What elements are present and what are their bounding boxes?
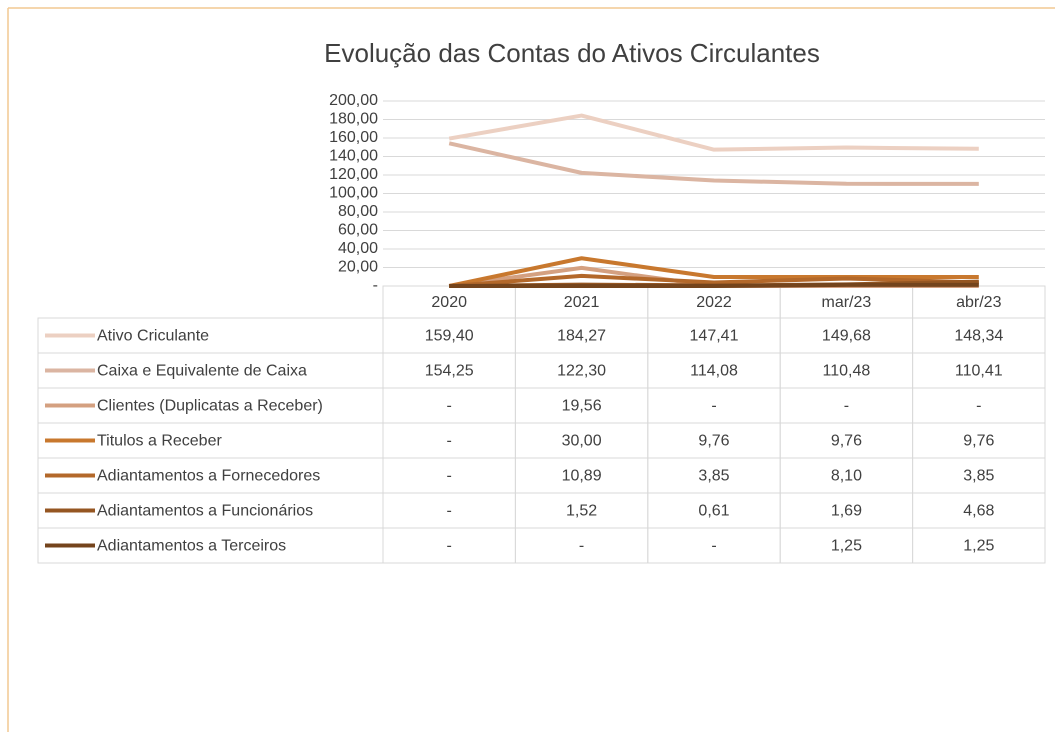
value-label: 1,69 (831, 503, 862, 520)
value-label: 9,76 (698, 433, 729, 450)
value-label: - (711, 538, 716, 555)
value-label: 110,48 (823, 363, 871, 380)
value-label: 9,76 (831, 433, 862, 450)
series-line (449, 282, 979, 288)
legend-label: Adiantamentos a Fornecedores (97, 468, 320, 485)
series-line (448, 256, 979, 288)
value-label: 154,25 (425, 363, 474, 380)
legend-label: Titulos a Receber (97, 433, 222, 450)
value-label: - (579, 538, 584, 555)
value-label: 8,10 (831, 468, 862, 485)
value-label: - (844, 398, 849, 415)
series-line (449, 273, 979, 288)
y-tick-label: 40,00 (338, 240, 378, 257)
chart-title: Evolução das Contas do Ativos Circulante… (324, 38, 820, 68)
value-label: - (447, 433, 452, 450)
value-label: 1,52 (566, 503, 597, 520)
value-label: 149,68 (822, 328, 871, 345)
value-label: 148,34 (954, 328, 1003, 345)
y-tick-label: 20,00 (338, 259, 378, 276)
table-cell (912, 527, 1046, 564)
value-label: - (711, 398, 716, 415)
value-label: 9,76 (963, 433, 994, 450)
y-tick-label: 180,00 (329, 111, 378, 128)
y-tick-label: 100,00 (329, 185, 378, 202)
value-label: 110,41 (955, 363, 1003, 380)
value-label: 3,85 (963, 468, 994, 485)
value-label: - (447, 398, 452, 415)
value-label: 114,08 (690, 363, 738, 380)
x-tick-label: 2021 (564, 294, 600, 311)
value-label: 19,56 (562, 398, 602, 415)
value-label: 147,41 (690, 328, 739, 345)
value-label: - (447, 538, 452, 555)
y-tick-label: 140,00 (329, 148, 378, 165)
value-label: 184,27 (557, 328, 606, 345)
value-label: - (447, 468, 452, 485)
y-tick-label: 200,00 (329, 92, 378, 109)
y-tick-label: - (373, 277, 378, 294)
legend-label: Ativo Criculante (97, 328, 209, 345)
value-label: 0,61 (698, 503, 729, 520)
value-label: 159,40 (425, 328, 474, 345)
series-line (448, 141, 979, 186)
legend-label: Adiantamentos a Funcionários (97, 503, 313, 520)
value-label: 30,00 (562, 433, 602, 450)
value-label: 122,30 (557, 363, 606, 380)
value-label: 3,85 (698, 468, 729, 485)
value-label: 4,68 (963, 503, 994, 520)
x-tick-label: abr/23 (956, 294, 1001, 311)
value-label: 1,25 (831, 538, 862, 555)
legend-label: Adiantamentos a Terceiros (97, 538, 286, 555)
x-tick-label: 2022 (696, 294, 732, 311)
value-label: 1,25 (963, 538, 994, 555)
y-tick-label: 120,00 (329, 166, 378, 183)
y-tick-label: 60,00 (338, 222, 378, 239)
y-tick-label: 80,00 (338, 203, 378, 220)
value-label: - (447, 503, 452, 520)
x-tick-label: mar/23 (822, 294, 872, 311)
x-tick-label: 2020 (431, 294, 467, 311)
value-label: - (976, 398, 981, 415)
value-label: 10,89 (562, 468, 602, 485)
series-line (448, 113, 979, 152)
legend-label: Clientes (Duplicatas a Receber) (97, 398, 323, 415)
legend-label: Caixa e Equivalente de Caixa (97, 363, 307, 380)
y-tick-label: 160,00 (329, 129, 378, 146)
